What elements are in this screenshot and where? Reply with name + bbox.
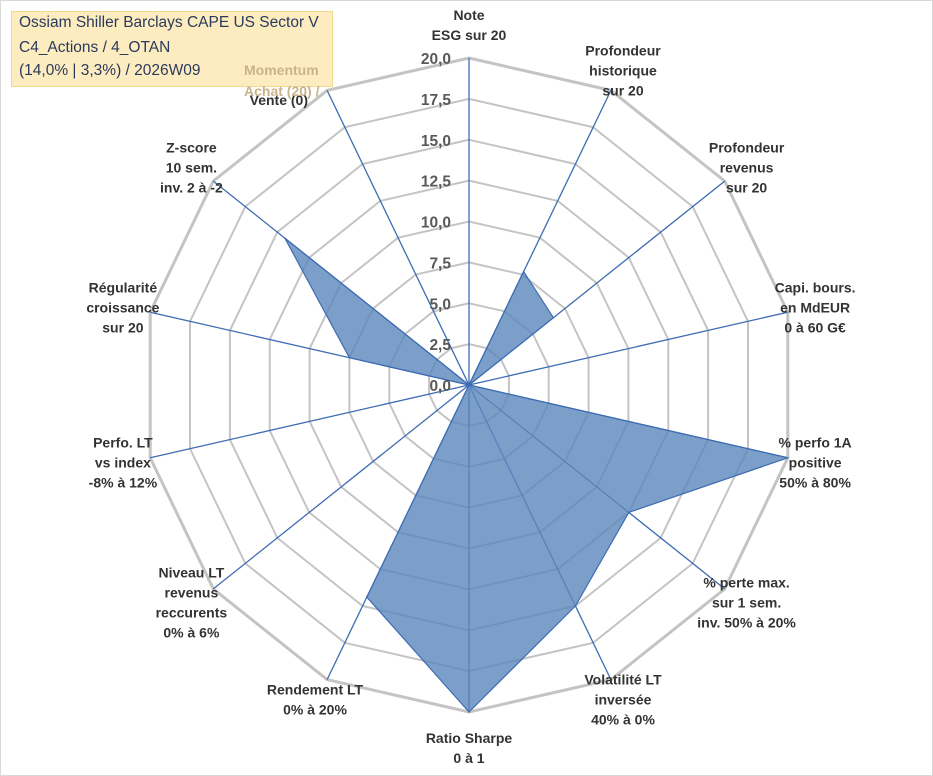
data-point-14 <box>468 384 470 386</box>
spoke-4 <box>468 311 788 386</box>
axis-label-13: Z-score 10 sem. inv. 2 à -2 <box>160 139 223 195</box>
data-point-6 <box>628 511 630 514</box>
chart-period: (14,0% | 3,3%) / 2026W09 <box>19 62 201 79</box>
chart-subtitle: C4_Actions / 4_OTAN <box>19 39 171 56</box>
spoke-14 <box>326 90 470 386</box>
momentum-label: Momentum <box>244 62 319 78</box>
tick-layer: 0,0 2,5 5,0 7,5 10,0 12,5 15,0 17,5 20,0 <box>421 51 452 395</box>
tick-label: 20,0 <box>421 51 451 68</box>
axis-label-5: % perfo 1A positive 50% à 80% <box>779 435 852 491</box>
chart-title: Ossiam Shiller Barclays CAPE US Sector V <box>19 14 319 31</box>
spoke-10 <box>212 384 470 590</box>
data-point-2 <box>522 270 525 273</box>
tick-label: 15,0 <box>421 133 451 150</box>
axis-label-8: Ratio Sharpe 0 à 1 <box>426 730 513 766</box>
data-point-9 <box>366 596 368 598</box>
data-point-5 <box>787 457 789 459</box>
tick-label: 7,5 <box>429 255 451 272</box>
tick-label: 10,0 <box>421 215 451 232</box>
axis-label-7: Volatilité LT inversée 40% à 0% <box>584 671 662 727</box>
data-point-3 <box>552 316 555 319</box>
momentum-sell-label: Vente (0) <box>250 92 308 108</box>
data-layer <box>284 237 789 713</box>
tick-label: 12,5 <box>421 174 452 191</box>
axis-label-1: Note ESG sur 20 <box>432 7 507 43</box>
data-point-13 <box>284 237 286 239</box>
axis-label-9: Rendement LT 0% à 20% <box>267 681 364 717</box>
tick-label: 5,0 <box>429 296 451 313</box>
spoke-11 <box>150 384 470 459</box>
axis-label-3: Profondeur revenus sur 20 <box>709 139 785 195</box>
momentum-buy-label: Achat (20) / <box>244 83 320 99</box>
data-point-8 <box>468 711 470 713</box>
data-point-7 <box>574 605 577 607</box>
axis-label-12: Régularité croissance sur 20 <box>86 279 159 335</box>
tick-label: 2,5 <box>429 337 451 354</box>
axis-label-10: Niveau LT revenus reccurents 0% à 6% <box>156 565 228 641</box>
axis-label-4: Capi. bours. en MdEUR 0 à 60 G€ <box>775 279 856 335</box>
tick-label: 17,5 <box>421 92 452 109</box>
tick-label: 0,0 <box>429 378 451 395</box>
label-layer: Note ESG sur 20 Profondeur historique sur 20… <box>86 7 855 766</box>
axis-label-2: Profondeur historique sur 20 <box>585 43 661 99</box>
data-series-area <box>284 237 789 713</box>
axis-label-11: Perfo. LT vs index -8% à 12% <box>89 435 158 491</box>
data-point-12 <box>348 356 351 359</box>
chart-title-box: Ossiam Shiller Barclays CAPE US Sector V… <box>11 11 333 99</box>
axis-label-6: % perte max. sur 1 sem. inv. 50% à 20% <box>697 575 796 631</box>
